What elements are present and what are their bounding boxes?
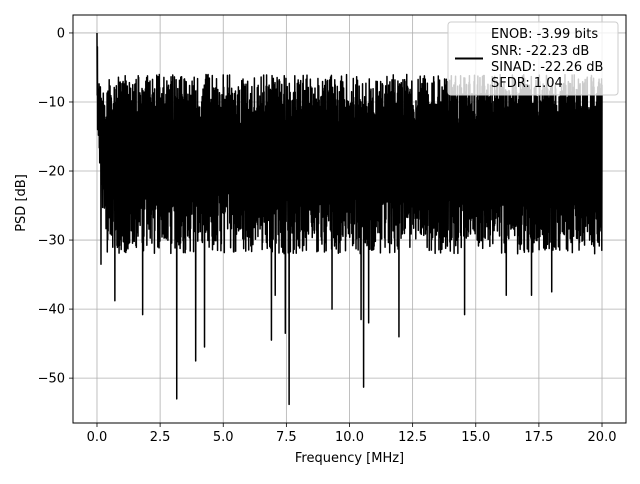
x-tick-label: 20.0 <box>588 430 617 445</box>
legend-entry-sfdr: SFDR: 1.04 <box>491 76 563 91</box>
y-axis-label: PSD [dB] <box>14 174 29 232</box>
legend: ENOB: -3.99 bits SNR: -22.23 dB SINAD: -… <box>447 21 619 96</box>
y-tick-label: −20 <box>38 165 65 180</box>
y-tick-label: −50 <box>38 372 65 387</box>
x-tick-label: 2.5 <box>150 430 171 445</box>
x-tick-label: 17.5 <box>524 430 553 445</box>
x-axis-label: Frequency [MHz] <box>295 451 404 466</box>
x-tick-label: 0.0 <box>87 430 108 445</box>
y-tick-label: −40 <box>38 303 65 318</box>
legend-entry-enob: ENOB: -3.99 bits <box>491 27 598 42</box>
x-tick-label: 5.0 <box>213 430 234 445</box>
y-tick-label: −10 <box>38 95 65 110</box>
psd-series-line <box>96 32 603 406</box>
x-axis-ticks: 0.0 2.5 5.0 7.5 10.0 12.5 15.0 17.5 20.0 <box>87 423 617 445</box>
legend-entry-sinad: SINAD: -22.26 dB <box>491 60 603 75</box>
y-tick-label: 0 <box>57 26 65 41</box>
x-tick-label: 15.0 <box>461 430 490 445</box>
series-layer <box>96 32 603 406</box>
legend-box <box>447 21 619 96</box>
legend-entry-snr: SNR: -22.23 dB <box>491 44 589 59</box>
y-axis-ticks: 0 −10 −20 −30 −40 −50 <box>38 26 73 387</box>
x-tick-label: 12.5 <box>398 430 427 445</box>
x-tick-label: 7.5 <box>276 430 297 445</box>
y-tick-label: −30 <box>38 234 65 249</box>
x-tick-label: 10.0 <box>335 430 364 445</box>
